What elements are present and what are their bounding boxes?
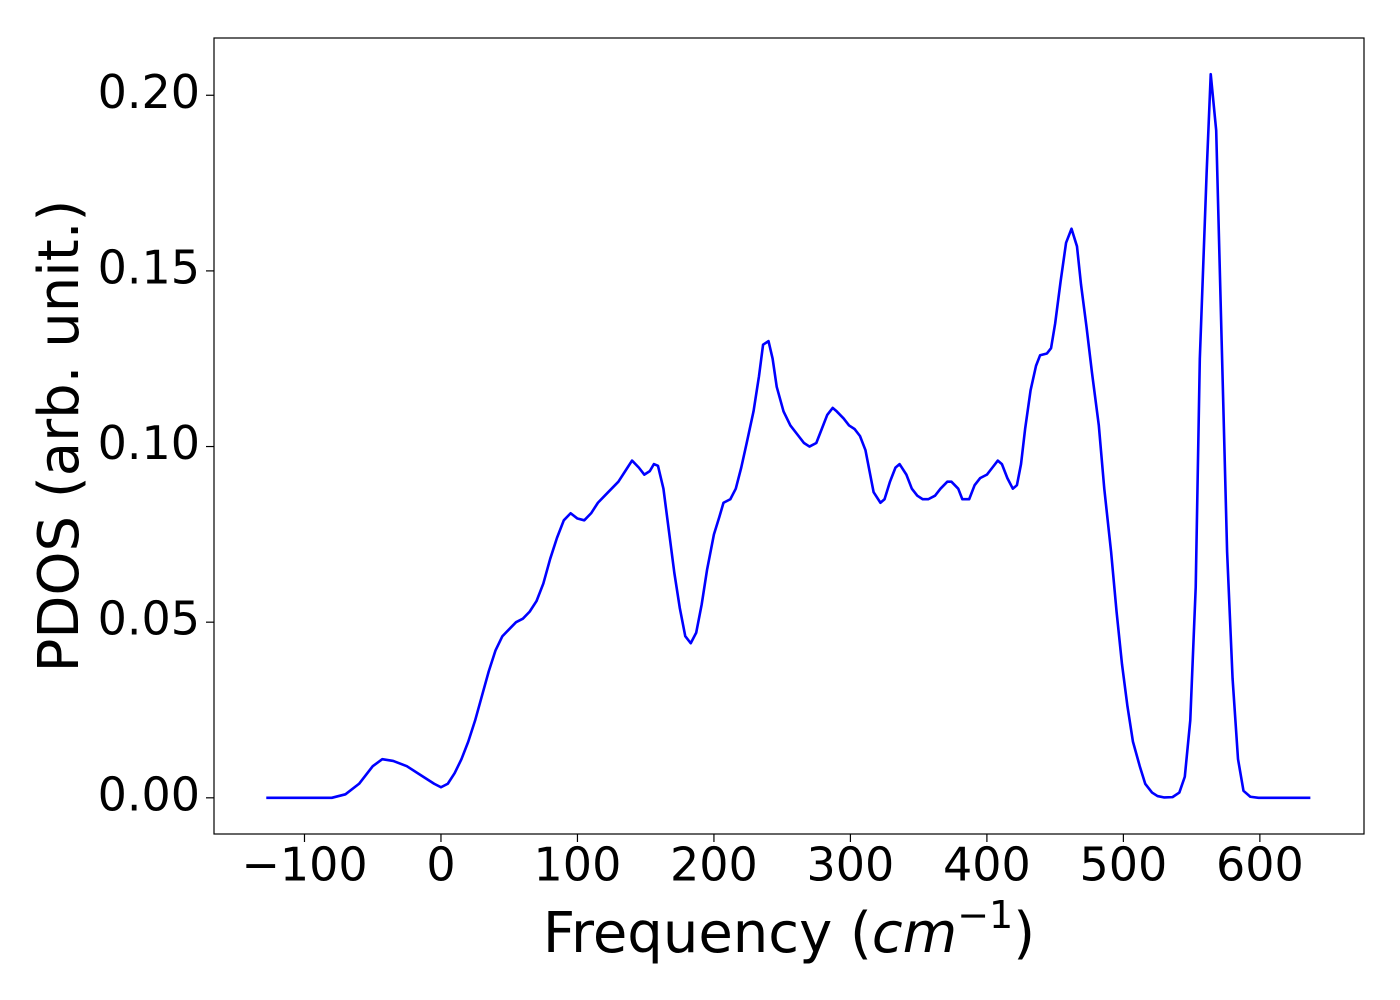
x-label-sup: −1 (957, 893, 1013, 937)
x-tick-label: 300 (807, 838, 895, 892)
plot-frame (213, 37, 1365, 835)
x-label-text: Frequency ( (543, 901, 872, 966)
y-axis-label: PDOS (arb. unit.) (27, 200, 92, 673)
x-label-end: ) (1013, 901, 1035, 966)
x-tick-label: −100 (241, 838, 367, 892)
x-tick-label: 600 (1216, 838, 1304, 892)
x-axis-label: Frequency (cm−1) (543, 893, 1035, 966)
x-tick-label: 500 (1079, 838, 1167, 892)
y-tick-label: 0.00 (98, 767, 200, 821)
x-tick-label: 400 (943, 838, 1031, 892)
y-tick-label: 0.20 (98, 65, 200, 119)
x-tick-label: 200 (670, 838, 758, 892)
y-tick-label: 0.15 (98, 240, 200, 294)
y-tick-label: 0.05 (98, 592, 200, 646)
y-tick-label: 0.10 (98, 416, 200, 470)
data-line (266, 72, 1311, 800)
x-label-math: cm (872, 901, 957, 966)
x-tick-label: 0 (426, 838, 455, 892)
x-tick-label: 100 (534, 838, 622, 892)
